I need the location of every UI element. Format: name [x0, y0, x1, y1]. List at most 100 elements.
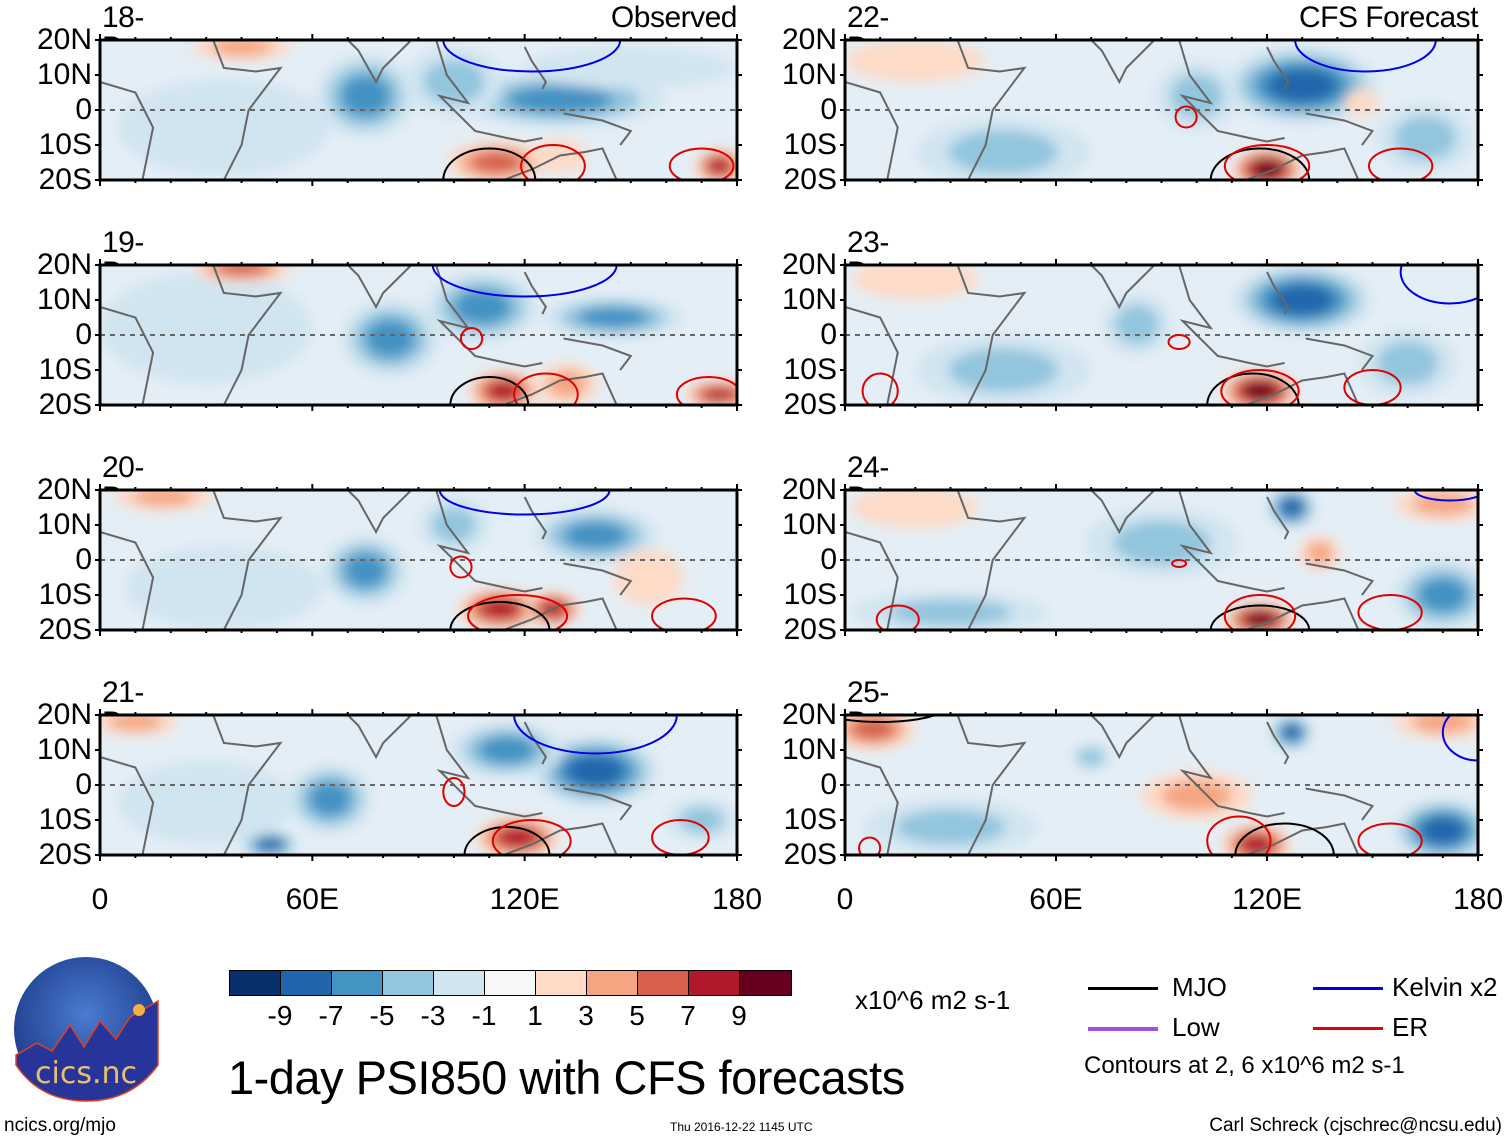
contour-mjo [449, 601, 551, 630]
contour-er [449, 555, 473, 579]
anomaly-blob [679, 806, 724, 834]
y-tick-label: 10S [783, 353, 837, 386]
anomaly-blob [577, 307, 649, 328]
anomaly-blob [888, 599, 1013, 626]
colorbar-units: x10^6 m2 s-1 [855, 985, 1011, 1015]
y-tick-label: 0 [75, 768, 92, 801]
contour-mjo [1234, 822, 1335, 855]
y-tick-label: 20N [36, 698, 92, 731]
anomaly-blob [1376, 341, 1439, 385]
x-tick-label: 120E [489, 883, 560, 916]
anomaly-blob [210, 40, 273, 56]
contour-er [1223, 594, 1297, 630]
anomaly-blob [563, 521, 628, 550]
y-tick-label: 20N [781, 248, 837, 281]
anomaly-blob [845, 40, 986, 82]
y-tick-label: 10N [781, 508, 837, 541]
contour-er [1223, 144, 1311, 180]
colorbar-swatch [383, 971, 434, 995]
anomaly-blob [499, 828, 537, 847]
anomaly-blob [1268, 68, 1337, 103]
contour-er [491, 819, 572, 855]
colorbar-tick: -1 [471, 1000, 497, 1031]
anomaly-blob [340, 75, 391, 117]
y-tick-label: 20S [783, 388, 837, 421]
anomaly-blob [344, 553, 387, 588]
anomaly-blob [1412, 715, 1474, 733]
anomaly-blob [308, 781, 352, 817]
anomaly-blob [1418, 577, 1468, 613]
anomaly-blob [852, 265, 979, 300]
colorbar-tick: -9 [267, 1000, 293, 1031]
anomaly-blob [132, 490, 195, 506]
logo-text: cics.nc [35, 1056, 137, 1091]
anomaly-blob [453, 289, 511, 325]
anomaly-blob [478, 736, 536, 764]
anomaly-blob [471, 152, 522, 173]
contour-kelvin [431, 265, 618, 298]
y-tick-label: 10S [783, 803, 837, 836]
contour-er [675, 376, 737, 405]
y-tick-label: 0 [75, 318, 92, 351]
coastline [100, 490, 633, 630]
y-tick-label: 20N [781, 698, 837, 731]
colorbar-swatch [485, 971, 536, 995]
contour-er [1174, 105, 1198, 129]
anomaly-blob [948, 348, 1059, 392]
contour-kelvin [513, 715, 678, 755]
colorbar-tick: 7 [680, 1000, 696, 1031]
anomaly-blob [524, 47, 737, 89]
contour-er [651, 597, 717, 630]
anomaly-blob [422, 60, 485, 104]
y-tick-label: 20S [783, 163, 837, 196]
contour-kelvin [1399, 265, 1478, 305]
y-tick-label: 20N [36, 248, 92, 281]
anomaly-blob [708, 158, 731, 174]
anomaly-blob [703, 388, 735, 401]
footer-url[interactable]: ncics.org/mjo [4, 1115, 116, 1136]
chart-title: 1-day PSI850 with CFS forecasts [228, 1051, 905, 1104]
anomaly-blob [852, 490, 979, 529]
colorbar-swatch [740, 971, 791, 995]
y-tick-label: 10N [36, 283, 92, 316]
anomaly-blob [1271, 284, 1333, 316]
y-tick-label: 10S [783, 578, 837, 611]
contour-mjo [1209, 147, 1311, 180]
y-tick-label: 20N [781, 473, 837, 506]
anomaly-blob [365, 319, 415, 358]
y-tick-label: 10N [36, 508, 92, 541]
anomaly-blob [567, 755, 624, 787]
contour-er [459, 327, 484, 350]
contour-er [1171, 559, 1188, 568]
colorbar-tick: -3 [420, 1000, 446, 1031]
y-tick-label: 10S [38, 578, 92, 611]
colorbar-tick: -7 [318, 1000, 344, 1031]
contour-er [1357, 822, 1423, 855]
y-tick-label: 0 [75, 543, 92, 576]
y-tick-label: 20N [36, 473, 92, 506]
anomaly-blob [100, 272, 313, 384]
coastline [845, 715, 1375, 855]
contour-er [875, 604, 920, 630]
panel-header: Observed [610, 1, 738, 34]
contour-er [1167, 334, 1191, 350]
timestamp: Thu 2016-12-22 1145 UTC [670, 1120, 813, 1134]
contour-er [520, 144, 586, 180]
anomaly-blob [895, 809, 1006, 845]
y-tick-label: 0 [820, 318, 837, 351]
x-tick-label: 180 [711, 883, 763, 916]
y-tick-label: 10S [38, 803, 92, 836]
footer-author: Carl Schreck (cjschrec@ncsu.edu) [1209, 1115, 1502, 1136]
legend-label-mjo: MJO [1172, 972, 1227, 1002]
colorbar-tick: 1 [527, 1000, 543, 1031]
contour-mjo [1206, 372, 1300, 405]
legend-label-low: Low [1172, 1012, 1220, 1042]
anomaly-blob [117, 78, 331, 177]
x-tick-label: 180 [1452, 883, 1504, 916]
colorbar-swatch [434, 971, 485, 995]
contour-kelvin [442, 40, 622, 73]
colorbar-swatch [587, 971, 638, 995]
contour-er [1367, 147, 1434, 180]
coastline [845, 490, 1375, 630]
anomaly-blob [216, 265, 267, 276]
